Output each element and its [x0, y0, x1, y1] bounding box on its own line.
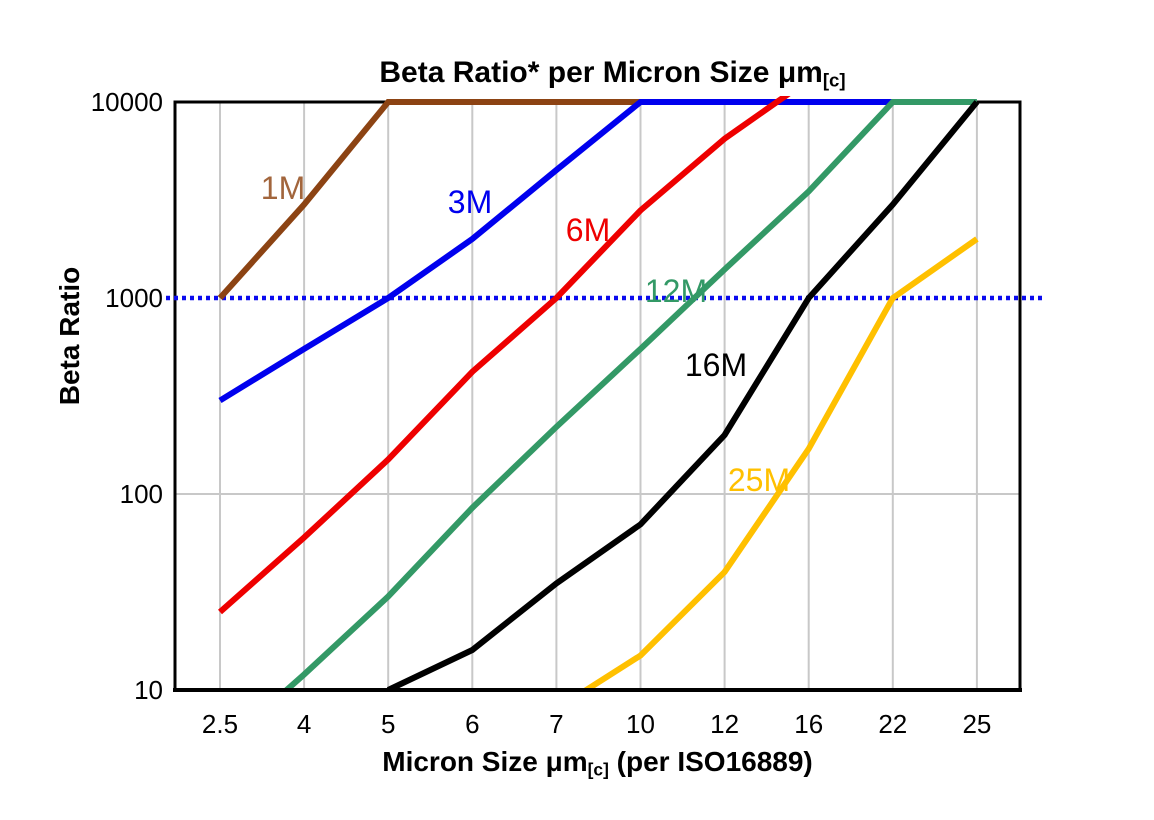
x-tick-label-6: 6: [465, 709, 479, 739]
chart-title-unit: μm: [777, 56, 823, 89]
chart-title-subscript: [c]: [822, 69, 846, 91]
series-line-6M: [218, 96, 791, 615]
x-tick-label-4: 4: [297, 709, 311, 739]
y-tick-label-10: 10: [134, 675, 163, 705]
chart-title-text: Beta Ratio* per Micron Size: [379, 56, 778, 89]
series-label-3M: 3M: [448, 184, 492, 220]
x-axis-title-unit: μm: [545, 746, 588, 777]
series-line-3M: [218, 99, 893, 404]
x-tick-label-7: 7: [549, 709, 563, 739]
series-label-12M: 12M: [645, 273, 707, 309]
y-tick-label-1000: 1000: [105, 283, 163, 313]
x-tick-label-16: 16: [794, 709, 823, 739]
x-tick-label-10: 10: [626, 709, 655, 739]
chart-title: Beta Ratio* per Micron Size μm[c]: [190, 56, 1035, 92]
y-tick-label-100: 100: [120, 479, 163, 509]
x-tick-label-2.5: 2.5: [202, 709, 238, 739]
y-axis-title: Beta Ratio: [54, 266, 85, 406]
y-tick-label-10000: 10000: [91, 87, 163, 117]
series-line-16M: [386, 100, 980, 692]
x-axis-title-suffix: (per ISO16889): [608, 746, 813, 777]
series-label-25M: 25M: [728, 462, 790, 498]
x-axis-title-text: Micron Size: [382, 746, 546, 777]
x-axis-title: Micron Size μm[c] (per ISO16889): [175, 746, 1020, 780]
x-axis-title-subscript: [c]: [587, 759, 609, 780]
x-tick-label-5: 5: [381, 709, 395, 739]
series-label-6M: 6M: [566, 212, 610, 248]
series-label-16M: 16M: [685, 347, 747, 383]
series-line-1M: [217, 99, 641, 301]
series-label-1M: 1M: [261, 170, 305, 206]
x-tick-label-12: 12: [710, 709, 739, 739]
series-line-25M: [577, 236, 979, 692]
x-tick-label-25: 25: [962, 709, 991, 739]
x-tick-label-22: 22: [878, 709, 907, 739]
series-line-12M: [279, 99, 977, 692]
